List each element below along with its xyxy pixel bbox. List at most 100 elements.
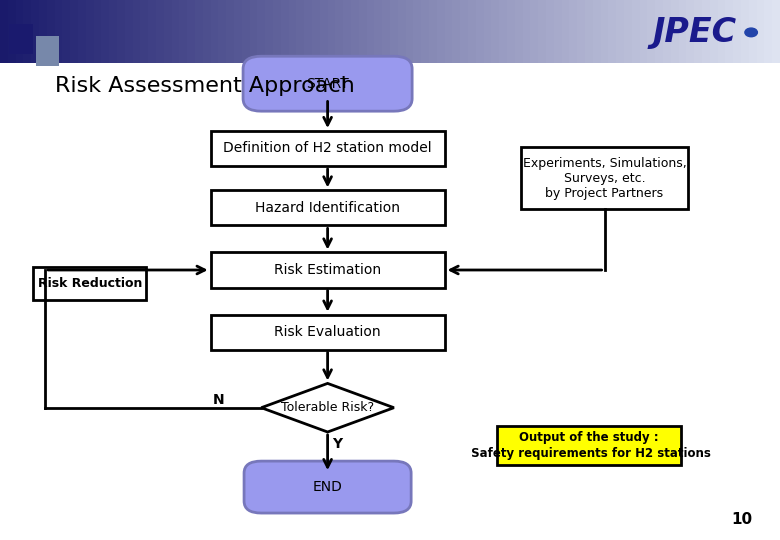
- Bar: [242, 0, 250, 68]
- Bar: [484, 0, 491, 68]
- Bar: [304, 0, 312, 68]
- Text: Hazard Identification: Hazard Identification: [255, 201, 400, 215]
- Bar: [359, 0, 367, 68]
- Bar: [8, 0, 16, 68]
- Bar: [554, 0, 562, 68]
- Bar: [468, 0, 476, 68]
- Bar: [499, 0, 507, 68]
- Text: Definition of H2 station model: Definition of H2 station model: [223, 141, 432, 156]
- Bar: [211, 314, 445, 350]
- Bar: [367, 0, 374, 68]
- Text: Experiments, Simulations,
Surveys, etc.
by Project Partners: Experiments, Simulations, Surveys, etc. …: [523, 157, 686, 200]
- Bar: [764, 0, 772, 68]
- Bar: [523, 0, 530, 68]
- Bar: [31, 0, 39, 68]
- Bar: [125, 0, 133, 68]
- Bar: [421, 0, 429, 68]
- Bar: [39, 0, 47, 68]
- Bar: [156, 0, 164, 68]
- Bar: [515, 0, 523, 68]
- Text: Risk Assessment Approach: Risk Assessment Approach: [55, 76, 354, 97]
- Bar: [328, 0, 335, 68]
- Bar: [211, 131, 445, 166]
- Bar: [172, 0, 179, 68]
- Bar: [530, 0, 538, 68]
- Bar: [70, 0, 78, 68]
- Bar: [624, 0, 632, 68]
- Bar: [343, 0, 351, 68]
- Bar: [211, 191, 445, 226]
- Bar: [491, 0, 499, 68]
- Bar: [101, 0, 109, 68]
- Text: Output of the study :
 Safety requirements for H2 stations: Output of the study : Safety requirement…: [467, 431, 711, 460]
- Bar: [273, 0, 281, 68]
- Bar: [725, 0, 733, 68]
- Bar: [0, 0, 8, 68]
- Bar: [9, 24, 33, 54]
- Bar: [211, 0, 218, 68]
- Text: Y: Y: [332, 437, 342, 451]
- Text: END: END: [313, 480, 342, 494]
- Text: START: START: [307, 77, 349, 91]
- Bar: [702, 0, 710, 68]
- Bar: [616, 0, 624, 68]
- Bar: [538, 0, 546, 68]
- Circle shape: [745, 28, 757, 37]
- Bar: [281, 0, 289, 68]
- Bar: [382, 0, 390, 68]
- Bar: [406, 0, 413, 68]
- Bar: [498, 426, 680, 465]
- Bar: [694, 0, 702, 68]
- Bar: [608, 0, 616, 68]
- Bar: [250, 0, 257, 68]
- Bar: [413, 0, 421, 68]
- Bar: [94, 0, 101, 68]
- Bar: [312, 0, 320, 68]
- Bar: [78, 0, 86, 68]
- Bar: [429, 0, 437, 68]
- Bar: [671, 0, 679, 68]
- Bar: [718, 0, 725, 68]
- Bar: [452, 0, 460, 68]
- Text: Risk Estimation: Risk Estimation: [274, 263, 381, 277]
- Bar: [772, 0, 780, 68]
- Bar: [546, 0, 554, 68]
- Bar: [679, 0, 686, 68]
- Bar: [109, 0, 117, 68]
- Bar: [749, 0, 757, 68]
- Bar: [335, 0, 343, 68]
- Bar: [445, 0, 452, 68]
- Bar: [265, 0, 273, 68]
- Bar: [476, 0, 484, 68]
- FancyBboxPatch shape: [243, 56, 412, 111]
- Bar: [710, 0, 718, 68]
- Bar: [640, 0, 647, 68]
- Bar: [320, 0, 328, 68]
- Bar: [218, 0, 226, 68]
- Bar: [585, 0, 593, 68]
- Bar: [179, 0, 187, 68]
- Text: JPEC: JPEC: [653, 16, 737, 49]
- Polygon shape: [261, 383, 394, 432]
- Bar: [62, 0, 70, 68]
- Bar: [569, 0, 577, 68]
- Bar: [234, 0, 242, 68]
- Bar: [655, 0, 663, 68]
- Bar: [663, 0, 671, 68]
- Text: Tolerable Risk?: Tolerable Risk?: [281, 401, 374, 414]
- Bar: [133, 0, 140, 68]
- Bar: [226, 0, 234, 68]
- Bar: [507, 0, 515, 68]
- Bar: [647, 0, 655, 68]
- Bar: [86, 0, 94, 68]
- Bar: [577, 0, 585, 68]
- Bar: [36, 36, 59, 66]
- Bar: [257, 0, 265, 68]
- Bar: [296, 0, 304, 68]
- Text: 10: 10: [732, 511, 753, 526]
- Bar: [16, 0, 23, 68]
- Bar: [187, 0, 195, 68]
- Bar: [140, 0, 148, 68]
- Bar: [601, 0, 608, 68]
- Bar: [211, 252, 445, 287]
